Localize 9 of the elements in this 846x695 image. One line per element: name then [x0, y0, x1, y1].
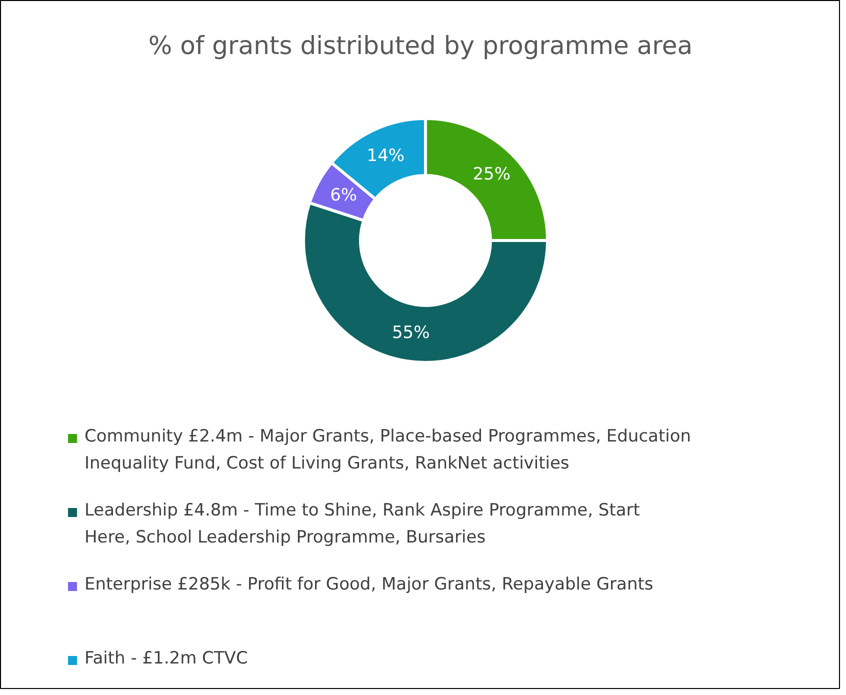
- data-label: 14%: [366, 146, 405, 166]
- legend-label: Enterprise £285k - Profit for Good, Major Grants, Repayable Grants: [84, 574, 654, 594]
- data-label: 6%: [330, 185, 358, 206]
- data-label: 25%: [472, 164, 511, 184]
- data-label: 55%: [392, 322, 430, 343]
- legend-label: Leadership £4.8m - Time to Shine, Rank Aspire Programme, Start Here, School Leadership Programme, Bursaries: [84, 500, 640, 548]
- legend-label: Faith - £1.2m CTVC: [84, 648, 248, 668]
- legend-label: Community £2.4m - Major Grants, Place-based Programmes, Education Inequality Fund, Cost of Living Grants, RankNet activities: [84, 426, 692, 474]
- chart-title: % of grants distributed by programme area: [148, 31, 693, 60]
